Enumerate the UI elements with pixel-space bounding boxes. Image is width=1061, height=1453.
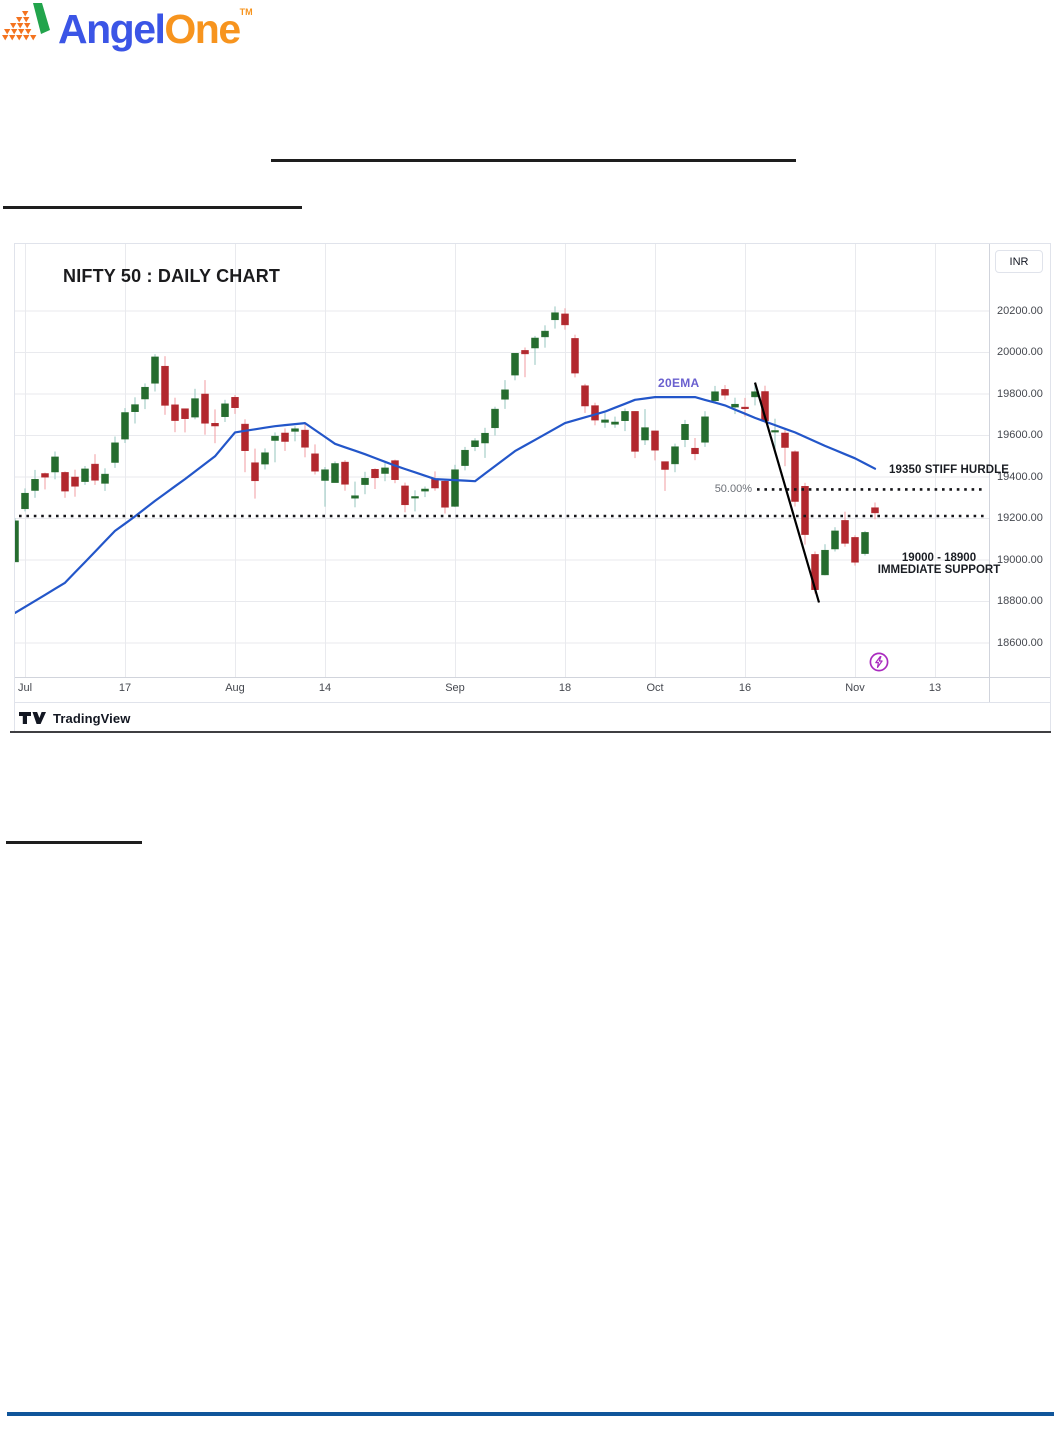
flash-boost-icon[interactable] (868, 651, 890, 673)
chart-title: NIFTY 50 : DAILY CHART (63, 266, 281, 286)
angelone-logo-icon (2, 3, 50, 41)
attribution-separator (15, 702, 1050, 703)
immediate-support-annotation: 19000 - 18900 IMMEDIATE SUPPORT (876, 552, 1002, 576)
support-zone-caption: IMMEDIATE SUPPORT (877, 564, 1001, 576)
chart-bottom-border (10, 731, 1051, 733)
heading-underline-left (3, 206, 302, 209)
price-tick-label: 19000.00 (997, 554, 1043, 566)
candlestick-plot (15, 244, 989, 677)
time-tick-label: Oct (646, 682, 664, 694)
time-tick-label: Nov (845, 682, 865, 694)
support-zone-range: 19000 - 18900 (901, 552, 977, 564)
price-tick-label: 19200.00 (997, 512, 1043, 524)
section-heading-underline (6, 841, 142, 844)
time-tick-label: 17 (118, 682, 132, 694)
price-tick-label: 20000.00 (997, 346, 1043, 358)
price-tick-label: 20200.00 (997, 305, 1043, 317)
time-tick-label: 18 (558, 682, 572, 694)
trademark-mark: TM (239, 7, 253, 17)
time-tick-label: Sep (445, 682, 465, 694)
time-tick-label: 13 (928, 682, 942, 694)
angelone-logo: AngelOneTM (2, 2, 302, 62)
time-axis-separator (15, 677, 1050, 678)
time-tick-label: Aug (225, 682, 245, 694)
price-tick-label: 19400.00 (997, 471, 1043, 483)
nifty-daily-chart: NIFTY 50 : DAILY CHART INR 20200.00 20000… (14, 243, 1051, 732)
footer-blue-rule (7, 1412, 1054, 1416)
time-tick-label: 16 (738, 682, 752, 694)
price-tick-label: 18600.00 (997, 637, 1043, 649)
stiff-hurdle-annotation: 19350 STIFF HURDLE (889, 464, 1010, 476)
tradingview-icon (19, 712, 46, 724)
angelone-logo-text: AngelOneTM (58, 6, 253, 53)
brand-word-one: One (164, 6, 241, 52)
time-tick-label: Jul (17, 682, 33, 694)
time-tick-label: 14 (318, 682, 332, 694)
currency-button[interactable]: INR (995, 250, 1043, 273)
tradingview-label: TradingView (53, 710, 131, 726)
fib-50-percent-label: 50.00% (714, 483, 752, 495)
price-tick-label: 19800.00 (997, 388, 1043, 400)
brand-word-angel: Angel (58, 6, 166, 52)
heading-underline-center (271, 159, 796, 162)
price-tick-label: 18800.00 (997, 595, 1043, 607)
tradingview-attribution[interactable]: TradingView (18, 706, 130, 730)
price-axis-separator (989, 244, 990, 702)
ema-indicator-label: 20EMA (658, 376, 700, 390)
price-tick-label: 19600.00 (997, 429, 1043, 441)
